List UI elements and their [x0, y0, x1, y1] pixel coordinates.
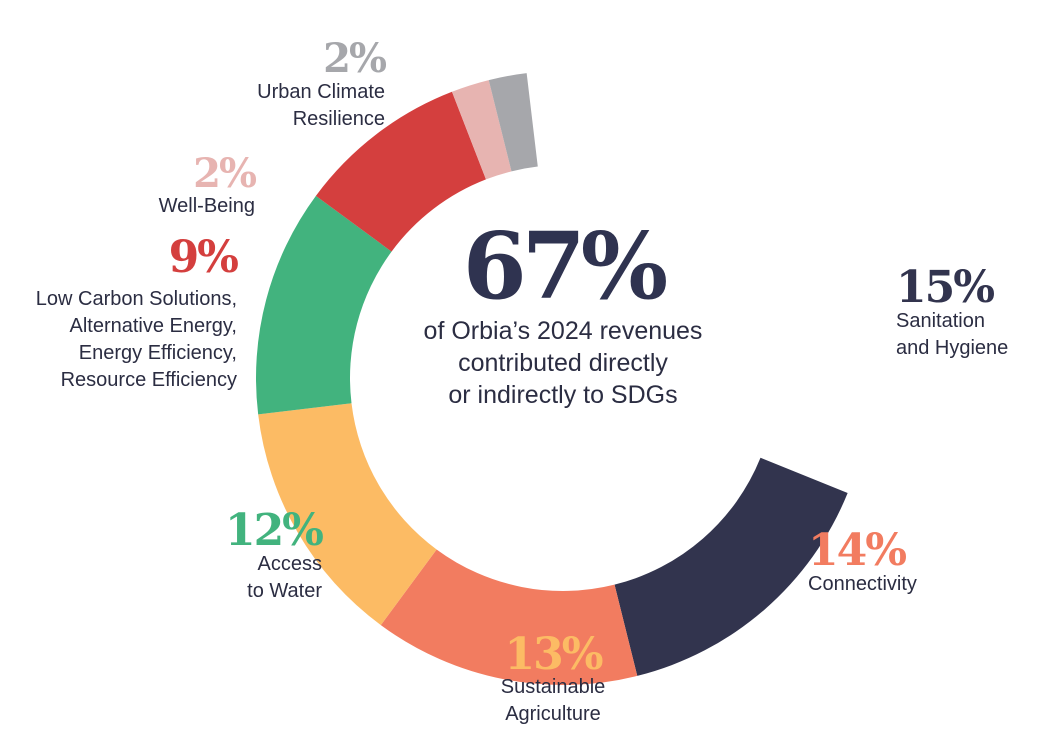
slice-percent-label: 15%: [896, 262, 994, 313]
slice-category-label: Sustainable: [501, 676, 606, 698]
slice-percent-label: 14%: [808, 525, 906, 576]
slice-percent-label: 13%: [504, 629, 602, 680]
donut-slice-1: [614, 457, 848, 676]
slice-category-label: Well-Being: [159, 195, 255, 217]
slice-category-label: Sanitation: [896, 310, 985, 332]
slice-category-label: Access: [258, 553, 322, 575]
slice-percent-label: 2%: [193, 150, 257, 197]
slice-category-label: Alternative Energy,: [70, 315, 238, 337]
donut-slice-3: [258, 403, 437, 626]
slice-category-label: Energy Efficiency,: [79, 342, 237, 364]
center-line-1: of Orbia’s 2024 revenues: [424, 317, 703, 345]
donut-slices: [256, 73, 848, 685]
slice-category-label: and Hygiene: [896, 337, 1008, 359]
slice-category-label: Connectivity: [808, 573, 917, 595]
slice-percent-label: 2%: [323, 35, 387, 82]
donut-slice-5: [315, 91, 486, 252]
center-value: 67%: [463, 212, 667, 320]
donut-slice-7: [488, 73, 538, 172]
center-line-3: or indirectly to SDGs: [448, 381, 677, 409]
center-summary: 67% of Orbia’s 2024 revenues contributed…: [424, 212, 703, 409]
donut-slice-2: [380, 549, 638, 685]
slice-category-label: Agriculture: [505, 703, 601, 725]
donut-slice-4: [256, 195, 392, 415]
slice-percent-label: 12%: [225, 505, 323, 556]
center-line-2: contributed directly: [458, 349, 668, 377]
slice-category-label: Urban Climate: [257, 81, 385, 103]
slice-category-label: Low Carbon Solutions,: [36, 288, 237, 310]
slice-category-label: Resilience: [293, 108, 385, 130]
slice-percent-label: 9%: [169, 232, 239, 283]
slice-category-label: to Water: [247, 580, 322, 602]
donut-slice-6: [451, 80, 512, 180]
slice-labels: 15%Sanitation and Hygiene 14%Connectivity 1…: [36, 35, 1009, 725]
slice-category-label: Resource Efficiency: [61, 369, 237, 391]
